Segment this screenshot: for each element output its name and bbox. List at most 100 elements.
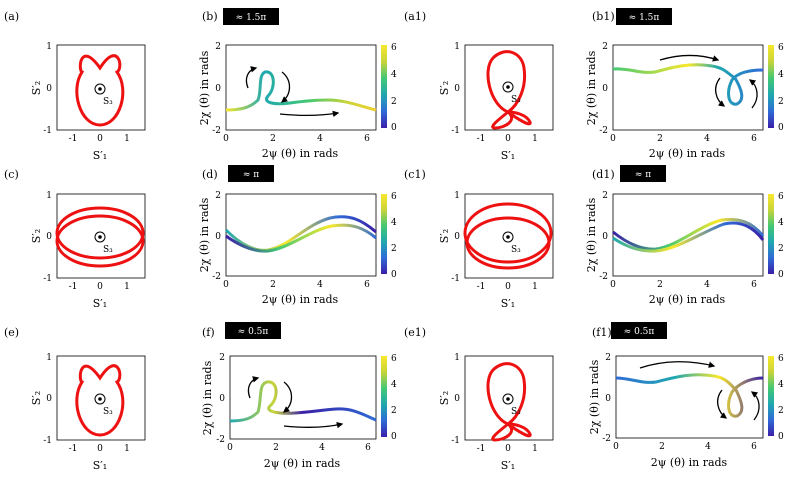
panel-label: (f1) [592,326,612,339]
direction-arrow [279,110,340,118]
phase-axes-frame [229,355,377,440]
s3-label: S₃ [511,245,521,255]
x-tick: 0 [505,444,511,454]
panel-label: (b) [202,10,218,23]
stokes-axes-frame [464,355,554,441]
y-axis-label: S′₂ [438,81,451,95]
y-tick: -2 [216,435,225,445]
stokes-axes-frame [56,355,146,441]
panel-label: (e) [4,326,19,339]
panel-f1: (f1) ≈ 0.5π 2 0 -2 0 2 4 6 2ψ (θ) in rad… [588,322,784,469]
panel-b1: (b1) ≈ 1.5π 2 0 -2 0 2 4 6 2ψ (θ) in rad… [585,8,784,160]
polarization-curve [486,50,532,130]
badge [620,165,666,182]
x-axis-label: S′₁ [93,149,107,162]
x-tick: 0 [505,282,511,292]
y-tick: -1 [43,126,52,136]
x-tick: 4 [319,443,325,453]
panel-a1: (a1) 1 0 -1 -1 0 1 S′₁ S′₂ S₃ [404,10,554,162]
colorbar-tick: 4 [391,218,397,228]
x-tick: 1 [124,444,130,454]
y-tick: -2 [212,126,221,136]
y-tick: 0 [215,232,221,242]
panel-label: (d) [202,168,218,181]
panel-c: (c) 1 0 -1 -1 0 1 S′₁ S′₂ S₃ [4,168,146,310]
rotation-arrow [750,391,760,421]
y-tick: 1 [46,353,52,363]
x-axis-label: S′₁ [93,459,107,472]
colorbar [381,45,387,128]
x-tick: 1 [124,134,130,144]
x-axis-label: 2ψ (θ) in rads [262,293,339,306]
colorbar-tick: 4 [391,70,397,80]
colorbar-tick: 0 [391,432,397,442]
x-tick: 2 [659,442,665,452]
colorbar-tick: 2 [391,244,397,254]
phase-curve [224,215,377,252]
rotation-arrow [748,79,758,109]
x-tick: -1 [477,282,486,292]
colorbar [381,356,387,437]
y-tick: 2 [215,42,221,52]
x-tick: -1 [69,134,78,144]
y-axis-label: S′₂ [438,391,451,405]
x-tick: 4 [704,134,710,144]
badge-text: ≈ 0.5π [238,327,269,337]
x-tick: 0 [613,442,619,452]
rotation-arrow [245,66,258,89]
y-tick: 1 [46,191,52,201]
y-tick: 0 [454,84,460,94]
y-tick: 2 [602,42,608,52]
y-tick: 1 [454,191,460,201]
x-tick: 2 [657,280,663,290]
x-axis-label: 2ψ (θ) in rads [264,457,341,470]
x-tick: 0 [97,444,103,454]
y-tick: 0 [454,394,460,404]
polarization-curve [465,216,551,270]
x-axis-label: 2ψ (θ) in rads [649,147,726,160]
badge [225,322,281,339]
y-tick: 0 [46,394,52,404]
colorbar-tick: 6 [391,192,397,202]
x-tick: 0 [505,134,511,144]
colorbar-tick: 4 [391,380,397,390]
y-tick: 0 [454,232,460,242]
colorbar-tick: 4 [778,380,784,390]
polarization-curve [55,206,145,260]
y-axis-label: 2χ (θ) in rads [198,197,211,272]
y-axis-label: S′₂ [30,391,43,405]
x-tick: 1 [532,282,538,292]
x-tick: 0 [97,134,103,144]
colorbar-tick: 6 [778,43,784,53]
x-axis-label: 2ψ (θ) in rads [262,147,339,160]
x-axis-label: S′₁ [501,459,515,472]
y-tick: 2 [605,353,611,363]
x-tick: 2 [273,443,279,453]
y-tick: 0 [602,232,608,242]
x-tick: -1 [69,444,78,454]
direction-arrow [283,421,344,429]
badge-text: ≈ 0.5π [624,327,655,337]
x-tick: 4 [704,280,710,290]
y-tick: 0 [46,84,52,94]
panel-c1: (c1) 1 0 -1 -1 0 1 S′₁ S′₂ S₃ [404,168,554,310]
x-tick: -1 [477,134,486,144]
y-tick: -1 [451,126,460,136]
colorbar-tick: 2 [391,406,397,416]
x-tick: 1 [124,282,130,292]
y-tick: -2 [602,434,611,444]
s3-label: S₃ [511,407,521,417]
s3-marker [502,81,514,93]
colorbar-tick: 6 [391,43,397,53]
panel-label: (a1) [404,10,426,23]
y-tick: 0 [602,84,608,94]
panel-label: (b1) [592,10,615,23]
x-axis-label: S′₁ [93,297,107,310]
phase-axes-frame [612,44,764,131]
phase-curve [225,70,377,112]
s3-label: S₃ [511,95,521,105]
y-tick: 2 [602,191,608,201]
x-tick: 6 [751,442,757,452]
x-tick: 2 [657,134,663,144]
